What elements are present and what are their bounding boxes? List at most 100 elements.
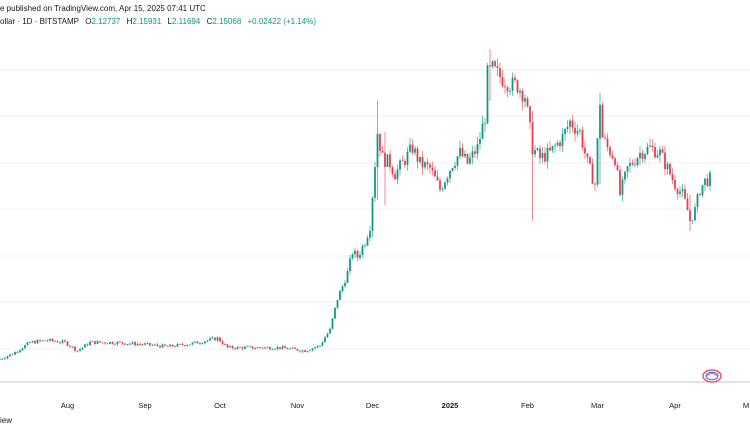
candle-down	[689, 210, 691, 222]
candle-down	[296, 348, 299, 351]
candle-up	[306, 351, 309, 353]
candle-down	[531, 122, 534, 155]
candle-down	[139, 344, 141, 345]
candle-down	[429, 164, 431, 168]
candle-up	[316, 345, 319, 348]
candle-up	[666, 164, 669, 170]
symbol-label: ollar · 1D · BITSTAMP	[0, 17, 79, 26]
candle-up	[21, 348, 24, 351]
candle-up	[216, 337, 219, 341]
candle-up	[324, 337, 326, 343]
candle-up	[479, 138, 481, 144]
candle-up	[376, 133, 379, 168]
candle-up	[274, 349, 276, 350]
candle-down	[516, 80, 519, 93]
candle-up	[564, 129, 566, 135]
candle-down	[494, 61, 496, 67]
candle-up	[566, 126, 569, 130]
candle-up	[449, 170, 451, 179]
tradingview-logo-icon	[702, 369, 722, 383]
x-tick-label: M	[743, 401, 749, 410]
candle-up	[704, 178, 706, 186]
candle-up	[84, 344, 86, 348]
candle-up	[406, 151, 409, 165]
candle-up	[459, 147, 461, 157]
candle-down	[384, 152, 386, 167]
candle-up	[144, 343, 146, 345]
candle-up	[546, 147, 549, 162]
candle-up	[694, 207, 696, 221]
candle-down	[611, 155, 614, 159]
candle-up	[151, 345, 154, 346]
candle-up	[509, 90, 511, 92]
candle-up	[169, 344, 171, 347]
candle-down	[619, 170, 621, 195]
candle-up	[534, 150, 536, 155]
candle-down	[661, 149, 664, 153]
candle-up	[4, 358, 6, 360]
footer-text: iew	[0, 416, 13, 425]
candle-down	[181, 343, 184, 346]
candle-up	[329, 328, 331, 334]
candle-up	[36, 340, 39, 344]
candle-up	[374, 167, 376, 198]
candle-down	[499, 68, 501, 78]
candle-up	[451, 167, 454, 171]
candle-up	[9, 354, 11, 357]
candle-down	[356, 250, 359, 258]
candle-down	[521, 90, 524, 102]
candle-up	[244, 346, 246, 349]
candle-down	[39, 340, 41, 341]
candle-up	[424, 162, 426, 168]
candle-down	[526, 98, 529, 107]
candle-up	[209, 338, 211, 341]
candle-up	[471, 151, 474, 158]
high-value: 2.15931	[132, 17, 162, 26]
candle-down	[304, 350, 306, 353]
candle-up	[229, 346, 231, 348]
ohlc-line: ollar · 1D · BITSTAMP O2.12737 H2.15931 …	[0, 17, 316, 26]
candle-down	[439, 180, 441, 190]
candle-up	[484, 123, 486, 125]
candle-down	[59, 342, 61, 344]
candle-down	[416, 148, 419, 162]
close-value: 2.15068	[212, 17, 242, 26]
x-tick-label: Apr	[669, 401, 681, 410]
candle-down	[164, 344, 166, 346]
candle-up	[446, 178, 449, 183]
candle-down	[121, 342, 124, 344]
candle-up	[366, 237, 369, 246]
candle-up	[346, 271, 349, 284]
candle-down	[234, 348, 236, 349]
candle-up	[511, 77, 514, 91]
candle-up	[194, 341, 196, 343]
x-tick-label: Oct	[214, 401, 227, 410]
candle-up	[599, 104, 601, 139]
candle-up	[399, 160, 401, 170]
candle-down	[226, 344, 229, 348]
candle-up	[326, 333, 329, 338]
candle-up	[659, 149, 661, 156]
candle-up	[624, 171, 626, 180]
candle-down	[684, 189, 686, 199]
candle-down	[184, 345, 186, 346]
candle-up	[29, 342, 31, 344]
candle-down	[104, 342, 106, 344]
candle-up	[334, 307, 336, 319]
candle-up	[364, 245, 366, 247]
candle-up	[639, 152, 641, 159]
candle-up	[6, 356, 9, 359]
candle-up	[254, 348, 256, 349]
candle-up	[281, 346, 284, 349]
candle-down	[0, 359, 1, 360]
candle-down	[604, 137, 606, 139]
candle-up	[311, 348, 314, 351]
candle-up	[129, 343, 131, 345]
candle-up	[89, 341, 91, 346]
candle-up	[629, 162, 631, 167]
candle-down	[539, 148, 541, 159]
candle-down	[124, 343, 126, 345]
candle-up	[46, 340, 49, 342]
candle-up	[249, 346, 251, 348]
